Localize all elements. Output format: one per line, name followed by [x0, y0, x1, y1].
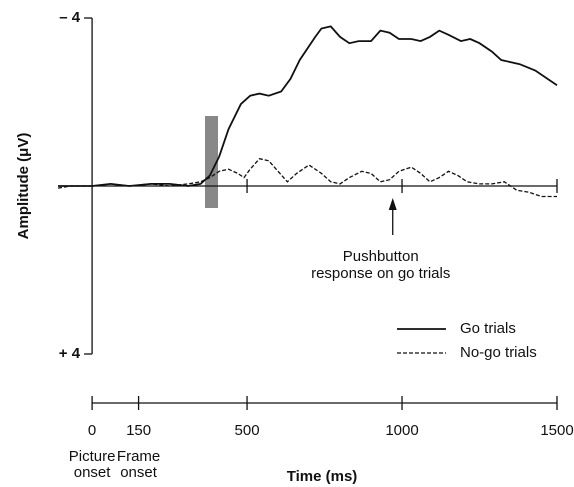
x-tick-label: 0	[88, 422, 96, 439]
x-tick-label: 1000	[385, 422, 418, 439]
annotation-arrowhead	[388, 198, 397, 210]
x-tick-label: 500	[235, 422, 260, 439]
response-window	[205, 116, 218, 208]
y-axis-label: Amplitude (μV)	[15, 133, 32, 240]
x-axis-label: Time (ms)	[287, 468, 358, 485]
annotation-text: Pushbutton	[343, 248, 419, 265]
onset-label: onset	[74, 464, 112, 481]
legend-label: Go trials	[460, 320, 516, 337]
x-tick-label: 1500	[540, 422, 573, 439]
legend-label: No-go trials	[460, 344, 537, 361]
series-line	[58, 25, 558, 187]
onset-label: Frame	[117, 448, 160, 465]
x-tick-label: 150	[126, 422, 151, 439]
y-tick-label: + 4	[59, 345, 81, 362]
y-tick-label: – 4	[59, 9, 81, 26]
onset-label: Picture	[69, 448, 116, 465]
annotation-text: response on go trials	[311, 265, 450, 282]
onset-label: onset	[120, 464, 158, 481]
series-line	[57, 157, 557, 198]
